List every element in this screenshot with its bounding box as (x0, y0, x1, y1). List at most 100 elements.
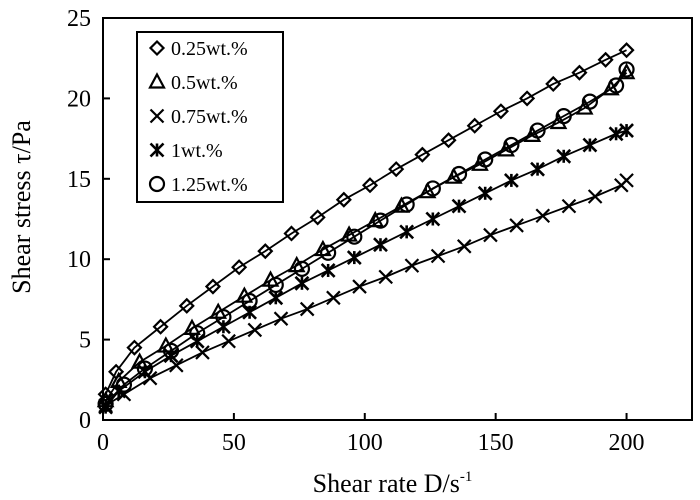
legend-marker (149, 108, 165, 124)
data-point (231, 259, 248, 276)
data-point (268, 290, 284, 306)
data-point (299, 301, 315, 317)
data-point (326, 290, 341, 306)
data-point (477, 151, 494, 168)
data-point (529, 122, 546, 139)
data-point (352, 279, 367, 294)
legend-marker (148, 175, 166, 193)
data-point (582, 137, 598, 153)
y-tick-label: 20 (67, 86, 91, 112)
data-point (293, 260, 311, 277)
data-point (346, 250, 362, 266)
data-point (152, 318, 169, 335)
data-point (483, 227, 498, 243)
data-point (555, 107, 572, 125)
y-tick-label: 10 (67, 247, 91, 273)
data-point (335, 191, 352, 208)
data-point (241, 292, 258, 310)
data-point (587, 189, 603, 204)
series-asterisk (98, 123, 634, 415)
series-cross (98, 173, 634, 413)
data-point (126, 339, 143, 356)
data-point (450, 165, 468, 183)
legend-entry: 1wt.% (149, 140, 223, 162)
data-point (97, 395, 114, 413)
legend-entry: 0.25wt.% (148, 38, 248, 60)
x-tick-label: 150 (478, 430, 514, 456)
x-axis-title: Shear rate D/s-1 (313, 469, 473, 498)
data-point (378, 269, 393, 285)
data-point (602, 78, 620, 96)
data-point (418, 181, 437, 199)
legend-marker (149, 142, 165, 158)
data-point (414, 146, 431, 163)
x-tick-label: 200 (609, 430, 645, 456)
data-point (477, 185, 493, 201)
legend-label: 0.75wt.% (171, 106, 248, 128)
data-point (115, 376, 133, 393)
data-point (404, 258, 420, 273)
data-point (425, 211, 441, 227)
y-tick-label: 15 (67, 167, 91, 193)
data-point (451, 198, 467, 214)
plot-marks (96, 42, 636, 415)
data-point (361, 177, 379, 194)
x-tick-label: 0 (97, 430, 109, 456)
data-point (519, 90, 536, 107)
x-axis-title-superscript: -1 (460, 469, 473, 485)
plot-frame (102, 17, 693, 421)
x-tick-label: 100 (347, 430, 383, 456)
data-point (136, 360, 153, 377)
data-point (178, 297, 195, 314)
data-point (267, 276, 284, 294)
legend-label: 1.25wt.% (171, 174, 248, 196)
data-point (398, 196, 415, 213)
y-tick-label: 0 (79, 408, 91, 434)
data-point (221, 333, 236, 349)
data-point (608, 126, 624, 142)
data-point (581, 93, 599, 110)
data-point (320, 244, 337, 261)
data-point (195, 345, 210, 360)
data-point (535, 208, 551, 224)
data-point (189, 325, 206, 342)
data-point (247, 322, 263, 338)
y-tick-label: 25 (67, 6, 91, 32)
series-line (105, 179, 628, 407)
data-point (294, 275, 310, 291)
legend-entry: 0.75wt.% (149, 106, 248, 128)
series-diamond (97, 42, 635, 403)
x-axis-title-main: Shear rate D/s (313, 469, 460, 498)
legend: 0.25wt.% 0.5wt.% 0.75wt.% 1wt.% 1.25wt.% (136, 31, 284, 203)
series-line (104, 49, 627, 395)
data-point (257, 243, 274, 260)
data-point (373, 237, 388, 253)
legend-box (136, 31, 284, 203)
data-point (162, 342, 180, 359)
data-point (619, 123, 634, 138)
data-point (424, 180, 441, 197)
data-point (619, 173, 634, 188)
data-point (545, 75, 562, 92)
series-line (104, 68, 628, 405)
legend-marker (148, 72, 166, 89)
legend-label: 1wt.% (171, 140, 223, 162)
legend-label: 0.25wt.% (171, 38, 248, 60)
legend-marker (148, 39, 166, 57)
data-point (571, 64, 588, 81)
data-point (215, 308, 232, 326)
data-point (273, 311, 289, 326)
data-point (597, 51, 614, 68)
data-point (309, 209, 326, 226)
data-point (466, 117, 483, 134)
data-point (456, 239, 472, 254)
axis-ticks: 0 50 100 150 200 0 5 10 15 20 25 (67, 6, 645, 456)
data-point (492, 103, 509, 120)
data-point (561, 198, 577, 214)
data-point (530, 161, 545, 177)
data-point (430, 248, 446, 264)
data-point (320, 263, 336, 278)
legend-label: 0.5wt.% (171, 72, 238, 94)
